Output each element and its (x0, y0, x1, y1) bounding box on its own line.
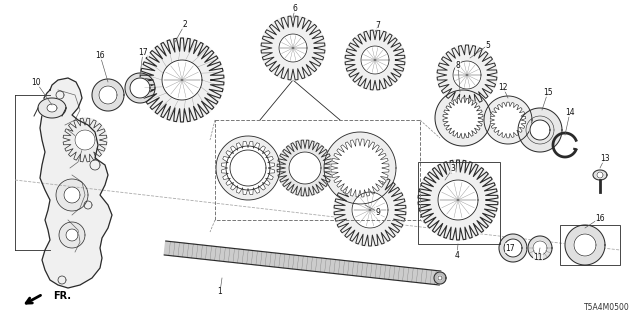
Polygon shape (518, 108, 562, 152)
Polygon shape (484, 96, 532, 144)
Polygon shape (499, 234, 527, 262)
Text: 13: 13 (600, 154, 610, 163)
Polygon shape (361, 46, 389, 74)
Polygon shape (56, 179, 88, 211)
Text: 15: 15 (543, 87, 553, 97)
Polygon shape (59, 222, 85, 248)
Polygon shape (226, 146, 270, 190)
Polygon shape (434, 272, 446, 284)
Polygon shape (66, 229, 78, 241)
Text: 1: 1 (218, 287, 222, 297)
Polygon shape (453, 61, 481, 89)
Text: 16: 16 (595, 213, 605, 222)
Polygon shape (216, 136, 280, 200)
Polygon shape (125, 73, 155, 103)
Polygon shape (230, 150, 266, 186)
Polygon shape (130, 78, 150, 98)
Text: 4: 4 (454, 251, 460, 260)
Polygon shape (597, 172, 603, 178)
Polygon shape (331, 139, 389, 197)
Polygon shape (345, 30, 405, 90)
Text: 17: 17 (505, 244, 515, 252)
Polygon shape (164, 241, 441, 285)
Polygon shape (437, 45, 497, 105)
Text: 8: 8 (456, 60, 460, 69)
Polygon shape (40, 78, 112, 288)
Polygon shape (418, 160, 498, 240)
Polygon shape (75, 130, 95, 150)
Polygon shape (438, 180, 478, 220)
Polygon shape (593, 170, 607, 180)
Text: 16: 16 (95, 51, 105, 60)
Polygon shape (324, 132, 396, 204)
Polygon shape (438, 276, 442, 280)
Text: T5A4M0500: T5A4M0500 (584, 303, 630, 312)
Text: 17: 17 (138, 47, 148, 57)
Polygon shape (289, 152, 321, 184)
Text: 14: 14 (565, 108, 575, 116)
Polygon shape (565, 225, 605, 265)
Text: 7: 7 (376, 20, 380, 29)
Text: 6: 6 (292, 4, 298, 12)
Polygon shape (528, 236, 552, 260)
Text: 9: 9 (376, 207, 380, 217)
Polygon shape (277, 140, 333, 196)
Polygon shape (261, 16, 325, 80)
Text: 5: 5 (486, 41, 490, 50)
Polygon shape (64, 187, 80, 203)
Polygon shape (504, 239, 522, 257)
Text: 10: 10 (31, 77, 41, 86)
Polygon shape (38, 98, 66, 118)
Text: FR.: FR. (53, 291, 71, 301)
Text: 12: 12 (499, 83, 508, 92)
Polygon shape (162, 60, 202, 100)
Polygon shape (352, 192, 388, 228)
Polygon shape (63, 118, 107, 162)
Polygon shape (530, 120, 550, 140)
Polygon shape (533, 241, 547, 255)
Polygon shape (140, 38, 224, 122)
Polygon shape (221, 141, 275, 195)
Polygon shape (92, 79, 124, 111)
Polygon shape (574, 234, 596, 256)
Polygon shape (443, 98, 483, 138)
Polygon shape (435, 90, 491, 146)
Text: 2: 2 (182, 20, 188, 28)
Polygon shape (490, 102, 526, 138)
Polygon shape (334, 174, 406, 246)
Polygon shape (99, 86, 117, 104)
Polygon shape (279, 34, 307, 62)
Text: 11: 11 (533, 253, 543, 262)
Text: 3: 3 (451, 164, 456, 172)
Polygon shape (47, 104, 57, 112)
